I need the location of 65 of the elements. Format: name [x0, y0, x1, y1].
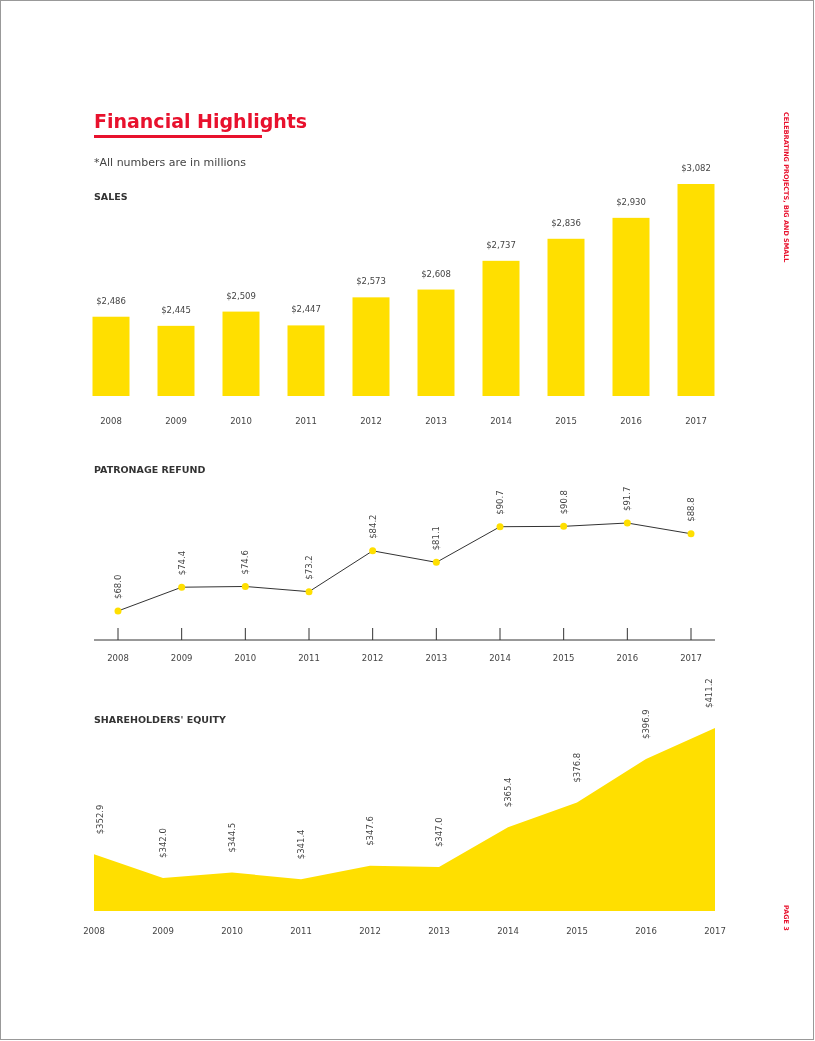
x-tick-label: 2016: [616, 653, 639, 663]
x-tick-label: 2015: [566, 926, 588, 936]
data-label: $90.8: [558, 490, 569, 515]
data-label: $396.9: [641, 709, 651, 739]
data-label: $90.7: [495, 490, 505, 515]
data-label: $91.7: [622, 486, 633, 511]
x-tick-label: 2017: [685, 416, 707, 426]
data-label: $74.4: [176, 550, 187, 576]
x-tick-label: 2017: [704, 926, 726, 936]
chart-title: PATRONAGE REFUND: [94, 464, 206, 475]
x-tick-label: 2008: [100, 416, 122, 426]
data-label: $341.4: [296, 829, 306, 860]
text: *All numbers are in millions: [94, 156, 247, 169]
text: SALES: [94, 191, 128, 202]
chart-title: SHAREHOLDERS' EQUITY: [94, 714, 227, 725]
data-label: $2,509: [226, 290, 256, 301]
data-label: $68.0: [113, 574, 123, 599]
x-tick-label: 2014: [497, 926, 519, 936]
data-label: $347.6: [365, 816, 375, 846]
data-label: $2,445: [161, 304, 191, 315]
x-tick-label: 2015: [552, 653, 575, 663]
x-tick-label: 2013: [425, 653, 448, 663]
data-label: $376.8: [572, 752, 582, 783]
x-tick-label: 2013: [428, 926, 450, 936]
x-tick-label: 2014: [489, 653, 511, 663]
x-tick-label: 2012: [361, 653, 384, 663]
x-tick-label: 2017: [680, 653, 702, 663]
x-tick-label: 2010: [234, 653, 257, 663]
data-label: $81.1: [431, 526, 442, 551]
data-label: $88.8: [686, 497, 696, 522]
data-label: $2,930: [616, 196, 646, 207]
data-label: $73.2: [304, 555, 314, 580]
x-tick-label: 2014: [490, 416, 512, 426]
x-tick-label: 2009: [165, 416, 187, 426]
x-tick-label: 2016: [635, 926, 657, 936]
text: Financial Highlights: [94, 110, 308, 132]
x-tick-label: 2010: [221, 926, 243, 936]
data-label: $352.9: [95, 804, 105, 835]
x-tick-label: 2008: [83, 926, 105, 936]
data-label: $342.0: [158, 828, 168, 858]
x-tick-label: 2011: [295, 416, 317, 426]
x-tick-label: 2016: [620, 416, 642, 426]
data-label: $2,608: [421, 268, 451, 279]
data-label: $2,573: [356, 276, 386, 287]
data-label: $347.0: [434, 817, 444, 848]
x-tick-label: 2011: [290, 926, 312, 936]
data-label: $74.6: [240, 550, 251, 575]
data-label: $411.2: [704, 678, 714, 708]
data-label: $2,447: [291, 304, 321, 315]
x-tick-label: 2015: [555, 416, 577, 426]
x-tick-label: 2012: [360, 416, 382, 426]
x-tick-label: 2013: [425, 416, 447, 426]
data-label: $2,486: [96, 295, 126, 306]
data-label: $344.5: [227, 822, 237, 853]
x-tick-label: 2010: [230, 416, 252, 426]
data-label: $84.2: [367, 514, 378, 539]
data-label: $2,836: [551, 217, 581, 228]
x-tick-label: 2012: [359, 926, 381, 936]
x-tick-label: 2009: [170, 653, 193, 663]
data-label: $2,737: [486, 239, 516, 250]
data-label: $3,082: [681, 163, 711, 173]
x-tick-label: 2009: [152, 926, 174, 936]
data-label: $365.4: [503, 777, 513, 808]
x-tick-label: 2008: [107, 653, 129, 663]
x-tick-label: 2011: [298, 653, 320, 663]
